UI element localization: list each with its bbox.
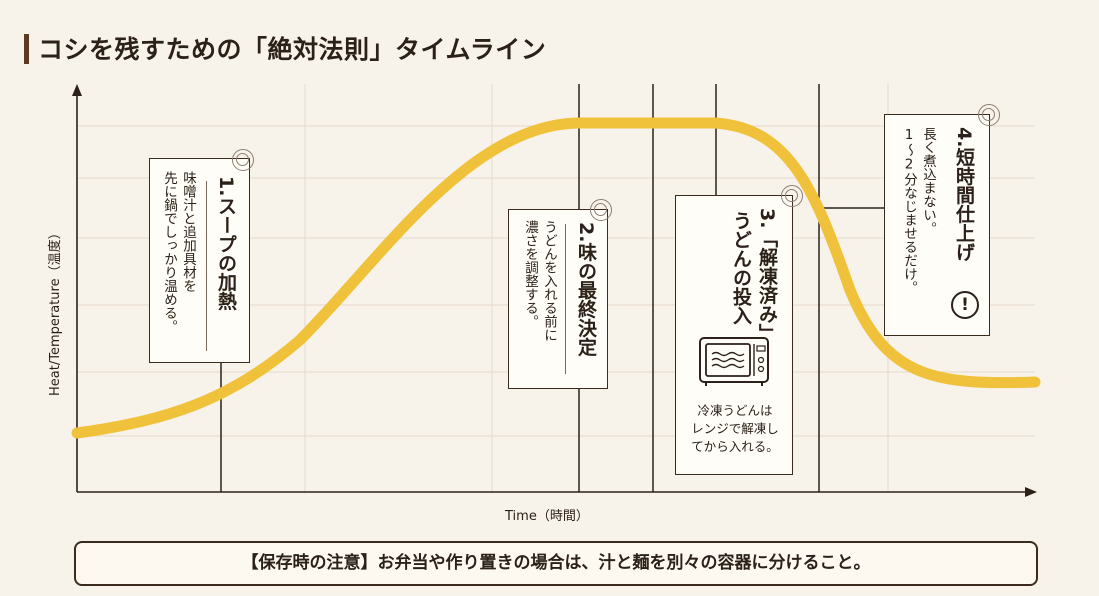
pin-ring-icon <box>978 104 1000 126</box>
step-4-body-line-1: 長く煮込まない。 <box>920 127 936 235</box>
step-3-card: 3.「解凍済み」 うどんの投入 冷凍うどんは レンジで解凍し てから入れる。 <box>675 195 793 475</box>
step-4-card: 4.短時間仕上げ 長く煮込まない。 1〜2分なじませるだけ。 ! <box>884 114 990 336</box>
step-3-caption-line-1: 冷凍うどんは <box>697 403 773 418</box>
pin-ring-icon <box>232 149 254 171</box>
title-accent-bar <box>24 34 29 64</box>
step-2-body-line-1: うどんを入れる前に <box>541 220 557 342</box>
step-1-body-line-2: 先に鍋でしっかり温める。 <box>161 171 177 333</box>
y-axis-arrow <box>72 84 82 96</box>
pin-ring-icon <box>590 199 612 221</box>
step-3-caption-line-2: レンジで解凍し <box>691 421 779 436</box>
step-2-card: 2.味の最終決定 うどんを入れる前に 濃さを調整する。 <box>508 209 608 389</box>
y-axis-label: Heat/Temperature（温度） <box>48 226 63 396</box>
exclamation-icon: ! <box>951 291 979 319</box>
x-axis-arrow <box>1025 487 1037 497</box>
step-1-body-line-1: 味噌汁と追加具材を <box>180 171 196 293</box>
page-title: コシを残すための「絶対法則」タイムライン <box>38 35 547 64</box>
step-2-body-line-2: 濃さを調整する。 <box>522 220 538 328</box>
x-axis-label: Time（時間） <box>505 509 589 524</box>
step-4-body-line-2: 1〜2分なじませるだけ。 <box>901 127 917 294</box>
step-3-heading-line-1: 3.「解凍済み」 <box>756 208 778 343</box>
step-2-divider <box>565 224 566 374</box>
step-3-caption-line-3: てから入れる。 <box>691 439 779 454</box>
storage-note: 【保存時の注意】お弁当や作り置きの場合は、汁と麺を別々の容器に分けること。 <box>74 541 1038 586</box>
microwave-icon <box>699 337 769 386</box>
step-4-heading: 4.短時間仕上げ <box>953 127 975 262</box>
step-1-card: 1.スープの加熱 味噌汁と追加具材を 先に鍋でしっかり温める。 <box>149 158 250 363</box>
heat-curve <box>71 117 1041 439</box>
step-1-divider <box>206 181 207 351</box>
step-3-heading-line-2: うどんの投入 <box>730 211 752 325</box>
step-2-heading: 2.味の最終決定 <box>575 222 597 357</box>
step-1-heading: 1.スープの加熱 <box>215 176 237 311</box>
pin-ring-icon <box>781 185 803 207</box>
